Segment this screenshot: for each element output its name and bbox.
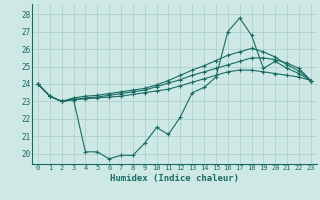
X-axis label: Humidex (Indice chaleur): Humidex (Indice chaleur) bbox=[110, 174, 239, 183]
